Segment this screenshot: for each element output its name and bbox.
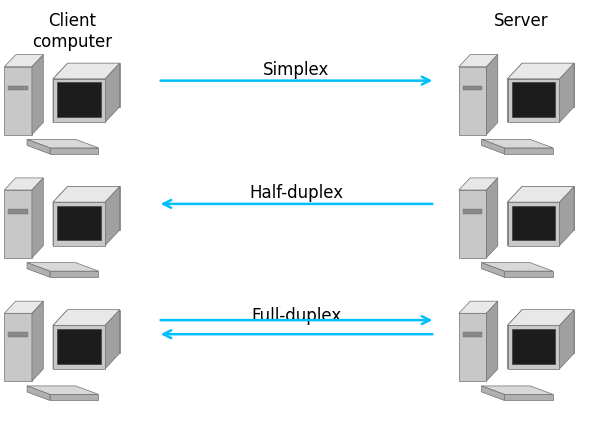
Polygon shape <box>68 310 120 353</box>
Polygon shape <box>53 63 120 79</box>
Polygon shape <box>53 310 68 369</box>
Polygon shape <box>4 178 43 190</box>
Polygon shape <box>504 148 553 154</box>
Text: Simplex: Simplex <box>263 61 330 78</box>
Polygon shape <box>57 82 101 117</box>
Polygon shape <box>482 263 553 271</box>
Polygon shape <box>508 310 522 369</box>
Polygon shape <box>559 187 574 246</box>
Polygon shape <box>482 386 553 394</box>
Polygon shape <box>53 310 120 326</box>
Polygon shape <box>50 148 98 154</box>
Polygon shape <box>482 140 553 148</box>
Polygon shape <box>559 310 574 369</box>
Polygon shape <box>50 394 98 400</box>
Polygon shape <box>459 190 486 258</box>
Polygon shape <box>508 63 522 122</box>
Polygon shape <box>463 332 482 337</box>
Polygon shape <box>27 386 98 394</box>
Polygon shape <box>522 63 574 107</box>
Polygon shape <box>53 326 105 369</box>
Polygon shape <box>508 326 559 369</box>
Polygon shape <box>105 63 120 122</box>
Polygon shape <box>482 263 504 277</box>
Polygon shape <box>57 329 101 364</box>
Polygon shape <box>459 313 486 381</box>
Polygon shape <box>512 206 555 241</box>
Polygon shape <box>486 54 498 135</box>
Polygon shape <box>459 67 486 135</box>
Polygon shape <box>463 209 482 214</box>
Polygon shape <box>508 187 574 202</box>
Polygon shape <box>27 263 50 277</box>
Text: Client
computer: Client computer <box>32 12 112 51</box>
Polygon shape <box>8 332 28 337</box>
Polygon shape <box>27 263 98 271</box>
Polygon shape <box>8 86 28 90</box>
Polygon shape <box>504 394 553 400</box>
Polygon shape <box>53 63 68 122</box>
Polygon shape <box>68 187 120 230</box>
Polygon shape <box>459 178 498 190</box>
Polygon shape <box>504 271 553 277</box>
Polygon shape <box>53 202 105 246</box>
Polygon shape <box>53 79 105 122</box>
Polygon shape <box>4 190 32 258</box>
Polygon shape <box>4 67 32 135</box>
Polygon shape <box>53 187 120 202</box>
Polygon shape <box>508 202 559 246</box>
Polygon shape <box>508 79 559 122</box>
Polygon shape <box>486 178 498 258</box>
Polygon shape <box>512 329 555 364</box>
Polygon shape <box>27 140 50 154</box>
Text: Server: Server <box>493 12 548 31</box>
Polygon shape <box>512 82 555 117</box>
Polygon shape <box>482 386 504 400</box>
Polygon shape <box>53 187 68 246</box>
Polygon shape <box>105 187 120 246</box>
Polygon shape <box>27 140 98 148</box>
Polygon shape <box>32 54 43 135</box>
Polygon shape <box>559 63 574 122</box>
Polygon shape <box>105 310 120 369</box>
Polygon shape <box>508 187 522 246</box>
Polygon shape <box>459 54 498 67</box>
Polygon shape <box>4 54 43 67</box>
Polygon shape <box>32 301 43 381</box>
Polygon shape <box>4 301 43 313</box>
Polygon shape <box>27 386 50 400</box>
Polygon shape <box>486 301 498 381</box>
Polygon shape <box>508 310 574 326</box>
Polygon shape <box>463 86 482 90</box>
Polygon shape <box>32 178 43 258</box>
Polygon shape <box>508 63 574 79</box>
Polygon shape <box>68 63 120 107</box>
Text: Full-duplex: Full-duplex <box>251 307 342 325</box>
Polygon shape <box>57 206 101 241</box>
Polygon shape <box>522 310 574 353</box>
Polygon shape <box>522 187 574 230</box>
Polygon shape <box>459 301 498 313</box>
Polygon shape <box>4 313 32 381</box>
Polygon shape <box>482 140 504 154</box>
Text: Half-duplex: Half-duplex <box>250 184 343 202</box>
Polygon shape <box>8 209 28 214</box>
Polygon shape <box>50 271 98 277</box>
